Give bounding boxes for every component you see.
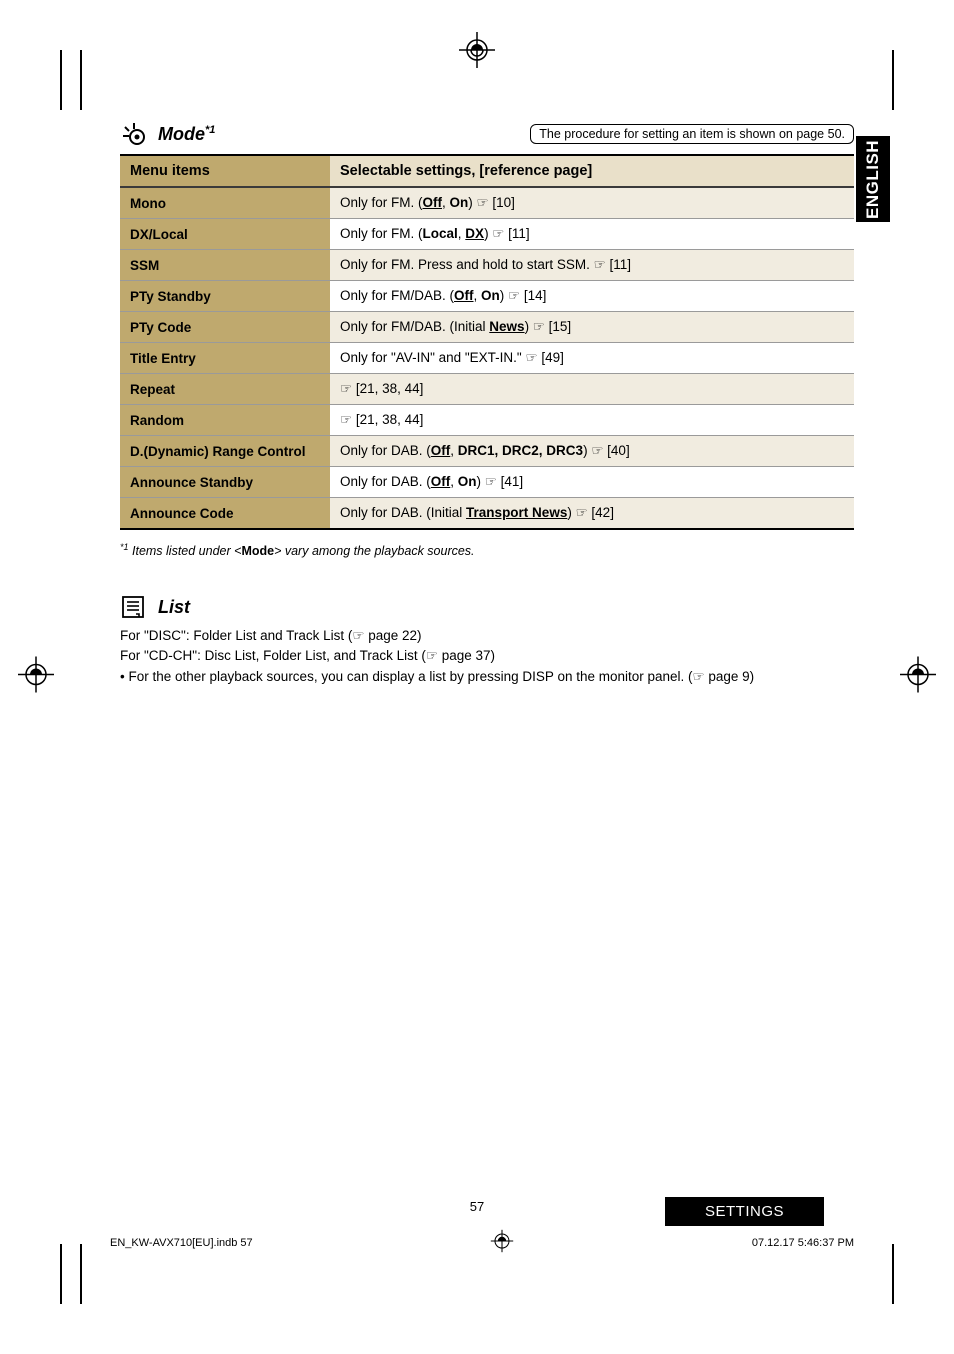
- procedure-note: The procedure for setting an item is sho…: [530, 124, 854, 144]
- table-row: PTy CodeOnly for FM/DAB. (Initial News) …: [120, 312, 854, 343]
- menu-item-name: Announce Standby: [120, 467, 330, 498]
- menu-item-desc: ☞ [21, 38, 44]: [330, 374, 854, 405]
- menu-item-desc: Only for FM/DAB. (Initial News) ☞ [15]: [330, 312, 854, 343]
- menu-item-desc: Only for "AV-IN" and "EXT-IN." ☞ [49]: [330, 343, 854, 374]
- crop-mark: [80, 1244, 82, 1304]
- col-header-items: Menu items: [120, 155, 330, 187]
- menu-item-desc: Only for FM. (Off, On) ☞ [10]: [330, 187, 854, 219]
- page-number: 57: [470, 1199, 484, 1214]
- crop-mark: [80, 50, 82, 110]
- menu-item-name: DX/Local: [120, 219, 330, 250]
- menu-item-name: Mono: [120, 187, 330, 219]
- registration-mark-left: [16, 655, 56, 700]
- table-row: MonoOnly for FM. (Off, On) ☞ [10]: [120, 187, 854, 219]
- menu-item-desc: Only for DAB. (Off, On) ☞ [41]: [330, 467, 854, 498]
- menu-item-name: PTy Standby: [120, 281, 330, 312]
- table-row: Repeat☞ [21, 38, 44]: [120, 374, 854, 405]
- menu-item-name: Title Entry: [120, 343, 330, 374]
- crop-mark: [60, 50, 62, 110]
- menu-item-desc: ☞ [21, 38, 44]: [330, 405, 854, 436]
- table-row: D.(Dynamic) Range ControlOnly for DAB. (…: [120, 436, 854, 467]
- registration-mark-bottom: [488, 1227, 516, 1258]
- page-content: Mode*1 The procedure for setting an item…: [120, 120, 854, 687]
- registration-mark-top: [457, 30, 497, 70]
- menu-item-desc: Only for DAB. (Initial Transport News) ☞…: [330, 498, 854, 530]
- mode-header-row: Mode*1 The procedure for setting an item…: [120, 120, 854, 148]
- menu-item-name: SSM: [120, 250, 330, 281]
- list-icon: [120, 594, 146, 620]
- table-row: SSMOnly for FM. Press and hold to start …: [120, 250, 854, 281]
- menu-item-name: PTy Code: [120, 312, 330, 343]
- crop-mark: [892, 1244, 894, 1304]
- crop-mark: [60, 1244, 62, 1304]
- mode-header-left: Mode*1: [120, 120, 215, 148]
- footer-left: EN_KW-AVX710[EU].indb 57: [110, 1237, 253, 1249]
- menu-item-name: Repeat: [120, 374, 330, 405]
- list-line: • For the other playback sources, you ca…: [120, 667, 854, 687]
- table-row: Random☞ [21, 38, 44]: [120, 405, 854, 436]
- menu-item-desc: Only for DAB. (Off, DRC1, DRC2, DRC3) ☞ …: [330, 436, 854, 467]
- menu-table: Menu items Selectable settings, [referen…: [120, 154, 854, 530]
- table-row: PTy StandbyOnly for FM/DAB. (Off, On) ☞ …: [120, 281, 854, 312]
- col-header-settings: Selectable settings, [reference page]: [330, 155, 854, 187]
- table-header-row: Menu items Selectable settings, [referen…: [120, 155, 854, 187]
- list-title: List: [158, 597, 190, 618]
- menu-item-desc: Only for FM/DAB. (Off, On) ☞ [14]: [330, 281, 854, 312]
- list-line: For "CD-CH": Disc List, Folder List, and…: [120, 646, 854, 666]
- list-header: List: [120, 594, 854, 620]
- menu-item-desc: Only for FM. (Local, DX) ☞ [11]: [330, 219, 854, 250]
- menu-item-name: Random: [120, 405, 330, 436]
- menu-item-name: Announce Code: [120, 498, 330, 530]
- settings-badge: SETTINGS: [665, 1197, 824, 1226]
- mode-icon: [120, 120, 148, 148]
- footnote: *1 Items listed under <Mode> vary among …: [120, 542, 854, 558]
- table-row: Announce StandbyOnly for DAB. (Off, On) …: [120, 467, 854, 498]
- footer-right: 07.12.17 5:46:37 PM: [752, 1237, 854, 1249]
- table-row: Title EntryOnly for "AV-IN" and "EXT-IN.…: [120, 343, 854, 374]
- registration-mark-right: [898, 655, 938, 700]
- list-section: List For "DISC": Folder List and Track L…: [120, 594, 854, 687]
- language-tab: ENGLISH: [856, 136, 890, 222]
- table-row: Announce CodeOnly for DAB. (Initial Tran…: [120, 498, 854, 530]
- language-tab-label: ENGLISH: [863, 139, 883, 218]
- footer: EN_KW-AVX710[EU].indb 57 07.12.17 5:46:3…: [110, 1227, 854, 1258]
- crop-mark: [892, 50, 894, 110]
- menu-item-desc: Only for FM. Press and hold to start SSM…: [330, 250, 854, 281]
- mode-title: Mode*1: [158, 124, 215, 145]
- menu-item-name: D.(Dynamic) Range Control: [120, 436, 330, 467]
- list-body: For "DISC": Folder List and Track List (…: [120, 626, 854, 687]
- table-row: DX/LocalOnly for FM. (Local, DX) ☞ [11]: [120, 219, 854, 250]
- list-line: For "DISC": Folder List and Track List (…: [120, 626, 854, 646]
